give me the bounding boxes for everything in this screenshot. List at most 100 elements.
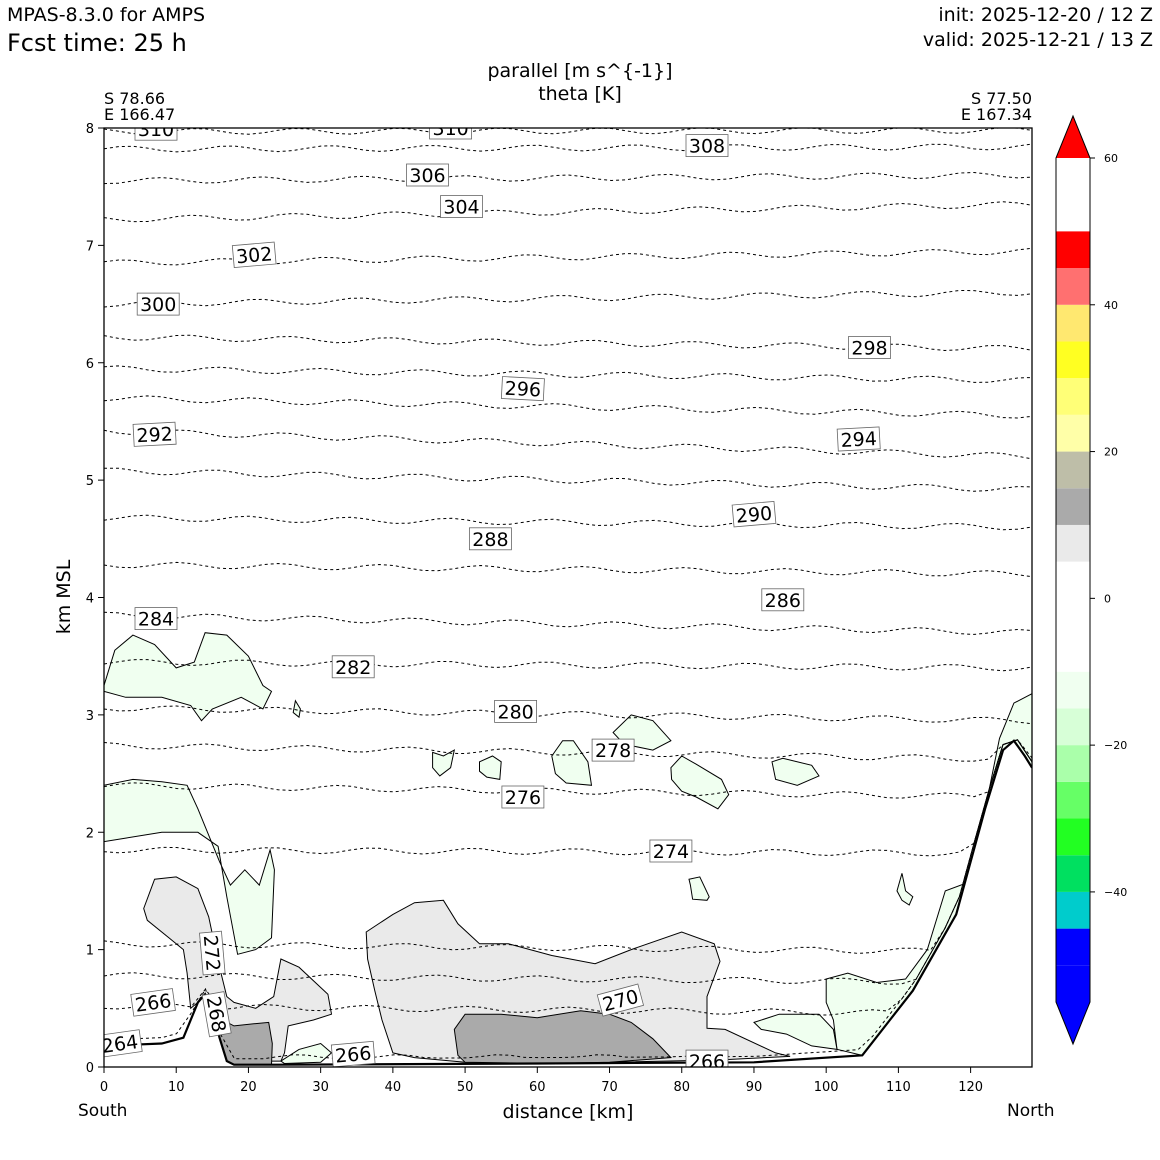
colorbar-segment-9: [1056, 635, 1090, 672]
theta-label-box: [104, 1029, 143, 1058]
theta-label-20: 300: [136, 292, 180, 316]
theta-line-298: [104, 334, 1032, 352]
colorbar-tick-label-2: 0: [1104, 592, 1111, 605]
theta-label-box: [406, 163, 449, 187]
wind-region-2: [292, 699, 301, 719]
theta-label-box: [330, 1040, 376, 1067]
north-label: North: [1007, 1101, 1055, 1121]
theta-label-box: [130, 988, 176, 1017]
wind-region-0: [104, 632, 273, 722]
colorbar-tick-label-0: −40: [1104, 886, 1127, 899]
theta-label-box: [501, 785, 545, 809]
theta-label-text: 296: [504, 378, 541, 402]
theta-label-text: 276: [505, 787, 541, 809]
theta-label-text: 286: [765, 590, 801, 612]
theta-label-text: 304: [443, 197, 479, 219]
theta-label-text: 274: [653, 841, 689, 863]
theta-label-box: [685, 1049, 729, 1067]
colorbar-segment-6: [1056, 745, 1090, 782]
theta-label-text: 298: [851, 338, 887, 360]
theta-label-25: 310: [134, 128, 178, 141]
theta-label-17: 294: [836, 426, 881, 452]
theta-label-box: [199, 930, 226, 976]
colorbar-segment-7: [1056, 708, 1090, 746]
theta-line-284: [104, 611, 1032, 635]
wind-region-5: [551, 740, 593, 786]
colorbar-segment-14: [1056, 451, 1090, 489]
theta-label-box: [134, 128, 178, 141]
valid-time: valid: 2025-12-21 / 13 Z: [922, 29, 1153, 51]
colorbar-segment-20: [1056, 231, 1090, 269]
colorbar-extend-high: [1056, 116, 1090, 158]
theta-label-3: 266: [685, 1049, 729, 1073]
wind-region-12: [753, 1013, 838, 1050]
theta-label-22: 304: [440, 195, 483, 219]
theta-label-26: 310: [429, 118, 473, 140]
theta-label-text: 266: [689, 1051, 725, 1073]
left-end-latitude: S 78.66: [104, 89, 166, 108]
theta-line-294: [104, 395, 1032, 419]
theta-label-text: 284: [138, 609, 174, 631]
theta-label-box: [848, 336, 891, 359]
theta-label-7: 274: [649, 839, 693, 863]
theta-label-9: 278: [591, 738, 635, 762]
theta-label-box: [596, 983, 645, 1017]
y-tick-label-6: 6: [86, 357, 94, 372]
colorbar-segment-13: [1056, 488, 1090, 525]
theta-label-13: 286: [761, 588, 805, 612]
theta-label-text: 310: [432, 118, 468, 140]
theta-line-280: [104, 705, 1032, 725]
theta-label-text: 266: [334, 1043, 372, 1068]
theta-label-box: [494, 700, 537, 723]
x-tick-label-50: 50: [457, 1080, 474, 1095]
colorbar-segment-19: [1056, 268, 1090, 305]
colorbar-segment-11: [1056, 561, 1090, 599]
theta-label-box: [685, 134, 729, 158]
south-label: South: [78, 1101, 128, 1121]
colorbar-segment-3: [1056, 855, 1090, 892]
theta-contours: [104, 128, 1032, 1060]
colorbar-segment-12: [1056, 524, 1090, 562]
y-axis-label: km MSL: [53, 559, 75, 634]
x-axis: 0 10 20 30 40 50 60 70 80 90 100 110 120: [100, 1067, 983, 1095]
y-tick-label-5: 5: [86, 474, 94, 489]
theta-label-text: 306: [409, 165, 445, 187]
theta-label-2: 266: [330, 1040, 376, 1068]
theta-label-text: 300: [140, 294, 176, 316]
theta-label-12: 284: [134, 607, 178, 631]
theta-label-text: 266: [134, 990, 173, 1017]
theta-line-308: [104, 143, 1032, 153]
wind-region-13: [279, 1042, 333, 1065]
colorbar-segment-5: [1056, 781, 1090, 819]
forecast-time: Fcst time: 25 h: [7, 29, 187, 57]
theta-label-box: [440, 195, 483, 219]
x-tick-label-100: 100: [814, 1080, 839, 1095]
y-tick-label-7: 7: [86, 239, 94, 254]
x-tick-label-20: 20: [240, 1080, 257, 1095]
theta-line-286: [104, 561, 1032, 578]
theta-label-box: [134, 607, 178, 630]
theta-label-text: 302: [235, 243, 273, 268]
x-tick-label-40: 40: [385, 1080, 402, 1095]
theta-line-292: [104, 429, 1032, 460]
wind-region-3: [432, 749, 456, 777]
right-end-longitude: E 167.34: [960, 105, 1032, 124]
theta-label-24: 308: [685, 134, 729, 158]
theta-label-box: [761, 588, 805, 612]
theta-label-text: 288: [472, 529, 508, 551]
wind-region-4: [479, 755, 502, 780]
theta-label-text: 294: [840, 428, 877, 452]
colorbar-segment-16: [1056, 378, 1090, 415]
theta-label-text: 308: [689, 136, 725, 158]
wind-fill-layer: [104, 632, 1032, 1066]
x-tick-label-10: 10: [168, 1080, 185, 1095]
x-tick-label-90: 90: [746, 1080, 763, 1095]
wind-region-8: [771, 757, 820, 786]
colorbar-segment-2: [1056, 891, 1090, 929]
x-tick-label-70: 70: [601, 1080, 618, 1095]
theta-label-6: 272: [199, 930, 226, 976]
theta-label-16: 292: [132, 421, 177, 447]
plot-title-theta: theta [K]: [538, 83, 622, 105]
y-tick-label-3: 3: [86, 709, 94, 724]
theta-line-288: [104, 514, 1032, 531]
